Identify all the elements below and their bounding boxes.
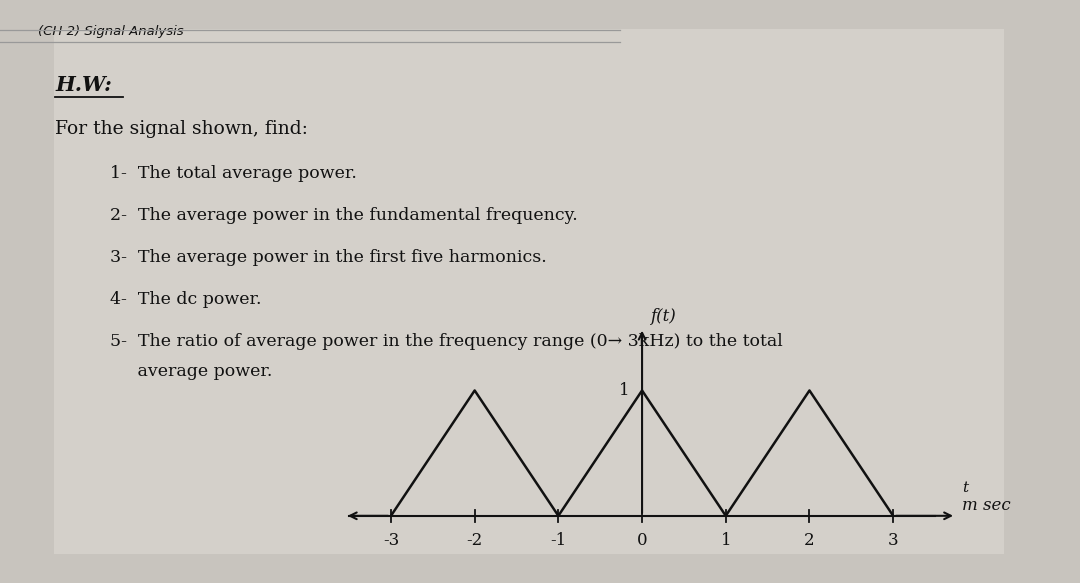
- Text: 5-  The ratio of average power in the frequency range (0→ 3kHz) to the total: 5- The ratio of average power in the fre…: [110, 333, 783, 350]
- Text: 3-  The average power in the first five harmonics.: 3- The average power in the first five h…: [110, 249, 546, 266]
- Text: t: t: [962, 481, 968, 495]
- Text: 2: 2: [805, 532, 814, 549]
- Text: 3: 3: [888, 532, 899, 549]
- Text: 4-  The dc power.: 4- The dc power.: [110, 291, 261, 308]
- Text: -2: -2: [467, 532, 483, 549]
- Text: m sec: m sec: [962, 497, 1011, 514]
- Text: 0: 0: [637, 532, 647, 549]
- Text: -1: -1: [550, 532, 567, 549]
- Text: 1: 1: [720, 532, 731, 549]
- Text: H.W:: H.W:: [55, 75, 112, 95]
- Text: 2-  The average power in the fundamental frequency.: 2- The average power in the fundamental …: [110, 207, 578, 224]
- Text: 1: 1: [619, 382, 630, 399]
- Text: -3: -3: [382, 532, 400, 549]
- Text: 1-  The total average power.: 1- The total average power.: [110, 165, 356, 182]
- Text: f(t): f(t): [650, 308, 676, 325]
- Bar: [54, 29, 1004, 554]
- Text: (CH 2) Signal Analysis: (CH 2) Signal Analysis: [38, 25, 184, 38]
- Text: average power.: average power.: [110, 363, 272, 380]
- Text: For the signal shown, find:: For the signal shown, find:: [55, 120, 308, 138]
